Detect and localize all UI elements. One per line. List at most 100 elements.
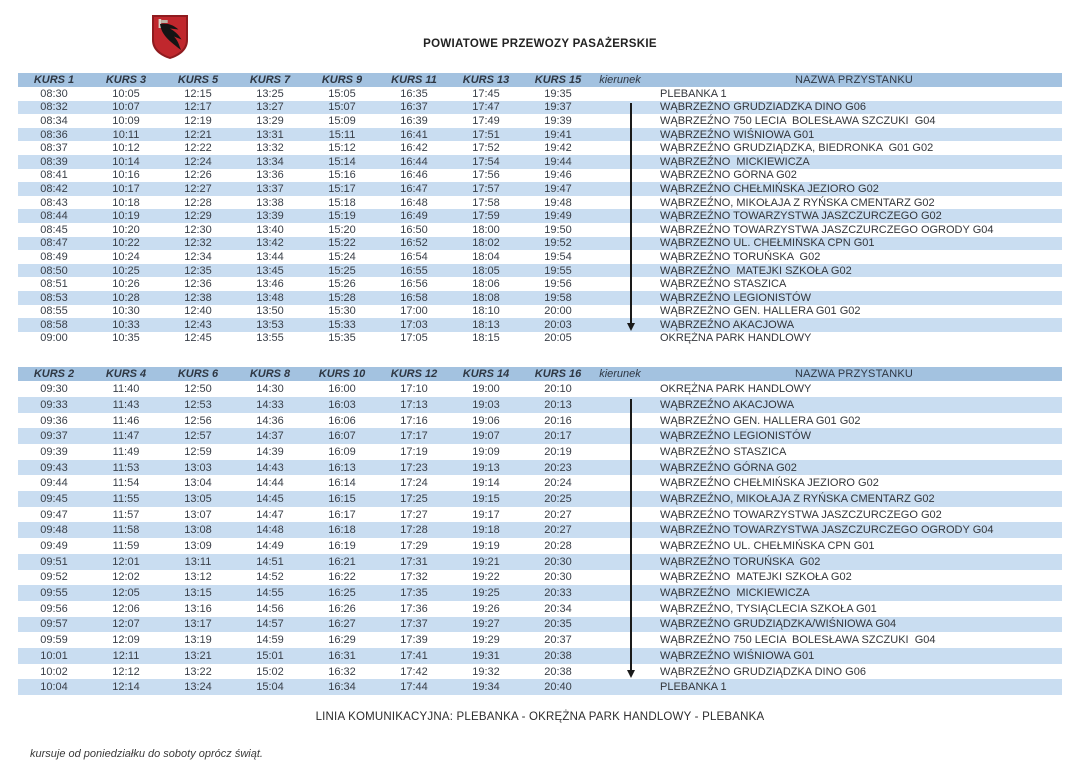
timetable-row: 09:44 11:54 13:04 14:44 16:14 17:24 19:14 20:24… <box>18 475 1062 491</box>
departure-time-cell: 17:24 <box>400 477 428 490</box>
stop-name-cell: WĄBRZEŹNO WIŚNIOWA G01 <box>660 649 815 662</box>
departure-time-cell: 16:29 <box>328 634 356 647</box>
stop-name-cell: WĄBRZEŹNO TOWARZYSTWA JASZCZURCZEGO OGRO… <box>660 223 994 236</box>
departure-time-cell: 19:50 <box>544 223 572 236</box>
departure-time-cell: 15:11 <box>328 128 356 141</box>
departure-time-cell: 20:40 <box>544 681 572 694</box>
departure-time-cell: 19:48 <box>544 196 572 209</box>
timetable-row: 09:48 11:58 13:08 14:48 16:18 17:28 19:18 20:27… <box>18 522 1062 539</box>
stop-name-cell: WĄBRZEŹNO AKACJOWA <box>660 318 795 331</box>
departure-time-cell: 19:19 <box>472 540 500 552</box>
departure-time-cell: 20:10 <box>544 383 572 396</box>
departure-time-cell: 15:07 <box>328 101 356 114</box>
departure-time-cell: 14:30 <box>256 383 284 396</box>
stop-name-cell: WĄBRZEŹNO CHEŁMIŃSKA JEZIORO G02 <box>660 477 879 490</box>
departure-time-cell: 08:43 <box>40 196 68 209</box>
departure-time-cell: 16:46 <box>400 169 428 182</box>
departure-time-cell: 13:44 <box>256 250 284 263</box>
departure-time-cell: 16:44 <box>400 155 428 168</box>
direction-cell <box>594 291 646 305</box>
departure-time-cell: 16:52 <box>400 237 428 250</box>
departure-time-cell: 15:16 <box>328 169 356 182</box>
direction-cell <box>594 87 646 101</box>
departure-time-cell: 12:57 <box>184 430 212 443</box>
departure-time-cell: 16:00 <box>328 383 356 396</box>
direction-cell <box>594 318 646 332</box>
timetable-row: 10:04 12:14 13:24 15:04 16:34 17:44 19:34 20:40… <box>18 679 1062 696</box>
kurs-column-header: KURS 2 <box>18 367 90 382</box>
direction-cell <box>594 209 646 223</box>
stop-name-cell: WĄBRZEŹNO MATEJKI SZKOŁA G02 <box>660 571 852 584</box>
departure-time-cell: 19:44 <box>544 155 572 168</box>
stop-name-cell: WĄBRZEŹNO TOWARZYSTWA JASZCZURCZEGO G02 <box>660 508 942 521</box>
departure-time-cell: 10:18 <box>112 196 140 209</box>
departure-time-cell: 19:56 <box>544 278 572 291</box>
timetable-row: 08:45 10:20 12:30 13:40 15:20 16:50 18:00 19:50… <box>18 223 1062 237</box>
departure-time-cell: 19:18 <box>472 524 500 537</box>
departure-time-cell: 20:24 <box>544 477 572 490</box>
departure-time-cell: 15:04 <box>256 681 284 694</box>
timetable-outbound: KURS 1 KURS 3 KURS 5 KURS 7 KURS 9 KURS 11 KUR… <box>18 73 1062 345</box>
direction-cell <box>594 277 646 291</box>
direction-cell <box>594 182 646 196</box>
departure-time-cell: 11:58 <box>112 524 140 537</box>
departure-time-cell: 16:48 <box>400 196 428 209</box>
departure-time-cell: 20:13 <box>544 398 572 411</box>
timetable-row: 09:56 12:06 13:16 14:56 16:26 17:36 19:26 20:34… <box>18 601 1062 617</box>
departure-time-cell: 13:09 <box>184 540 212 552</box>
departure-time-cell: 17:35 <box>400 587 428 600</box>
departure-time-cell: 10:16 <box>112 169 140 182</box>
departure-time-cell: 17:19 <box>400 445 428 458</box>
departure-time-cell: 17:23 <box>400 461 428 474</box>
departure-time-cell: 16:17 <box>328 508 356 521</box>
departure-time-cell: 11:54 <box>112 477 140 490</box>
departure-time-cell: 12:35 <box>184 264 212 277</box>
departure-time-cell: 18:13 <box>472 318 500 331</box>
departure-time-cell: 16:06 <box>328 414 356 427</box>
departure-time-cell: 17:32 <box>400 571 428 584</box>
timetable-row: 09:37 11:47 12:57 14:37 16:07 17:17 19:07 20:17… <box>18 428 1062 445</box>
timetable-row: 09:59 12:09 13:19 14:59 16:29 17:39 19:29 20:37… <box>18 632 1062 648</box>
timetable-row: 08:51 10:26 12:36 13:46 15:26 16:56 18:06 19:56… <box>18 277 1062 291</box>
departure-time-cell: 10:09 <box>112 114 140 127</box>
departure-time-cell: 16:21 <box>328 555 356 568</box>
departure-time-cell: 15:05 <box>328 87 356 100</box>
direction-cell <box>594 585 646 601</box>
departure-time-cell: 19:39 <box>544 114 572 127</box>
departure-time-cell: 10:05 <box>112 87 140 100</box>
departure-time-cell: 12:11 <box>112 649 140 662</box>
stop-name-cell: WĄBRZEŹNO GÓRNA G02 <box>660 461 797 474</box>
timetable-row: 08:50 10:25 12:35 13:45 15:25 16:55 18:05 19:55… <box>18 263 1062 278</box>
departure-time-cell: 16:31 <box>328 649 356 662</box>
departure-time-cell: 20:25 <box>544 492 572 505</box>
departure-time-cell: 20:19 <box>544 445 572 458</box>
departure-time-cell: 08:34 <box>40 114 68 127</box>
departure-time-cell: 08:55 <box>40 305 68 318</box>
departure-time-cell: 08:42 <box>40 182 68 195</box>
departure-time-cell: 16:41 <box>400 128 428 141</box>
timetable-row: 09:47 11:57 13:07 14:47 16:17 17:27 19:17 20:27… <box>18 507 1062 523</box>
departure-time-cell: 19:42 <box>544 142 572 155</box>
departure-time-cell: 11:53 <box>112 461 140 474</box>
stop-name-cell: PLEBANKA 1 <box>660 681 727 694</box>
stop-name-cell: WĄBRZEŹNO TORUŃSKA G02 <box>660 250 821 263</box>
departure-time-cell: 17:42 <box>400 665 428 678</box>
departure-time-cell: 19:34 <box>472 681 500 694</box>
departure-time-cell: 10:01 <box>40 649 68 662</box>
timetable-row: 09:36 11:46 12:56 14:36 16:06 17:16 19:06 20:16… <box>18 413 1062 429</box>
departure-time-cell: 10:28 <box>112 291 140 304</box>
departure-time-cell: 13:29 <box>256 114 284 127</box>
departure-time-cell: 17:13 <box>400 398 428 411</box>
departure-time-cell: 16:49 <box>400 210 428 223</box>
departure-time-cell: 12:06 <box>112 602 140 615</box>
departure-time-cell: 16:37 <box>400 101 428 114</box>
departure-time-cell: 11:40 <box>112 383 140 396</box>
departure-time-cell: 12:24 <box>184 155 212 168</box>
departure-time-cell: 12:02 <box>112 571 140 584</box>
departure-time-cell: 14:51 <box>256 555 284 568</box>
stop-name-cell: WĄBRZEŹNO GEN. HALLERA G01 G02 <box>660 305 861 318</box>
departure-time-cell: 13:55 <box>256 332 284 345</box>
departure-time-cell: 09:39 <box>40 445 68 458</box>
departure-time-cell: 18:00 <box>472 223 500 236</box>
